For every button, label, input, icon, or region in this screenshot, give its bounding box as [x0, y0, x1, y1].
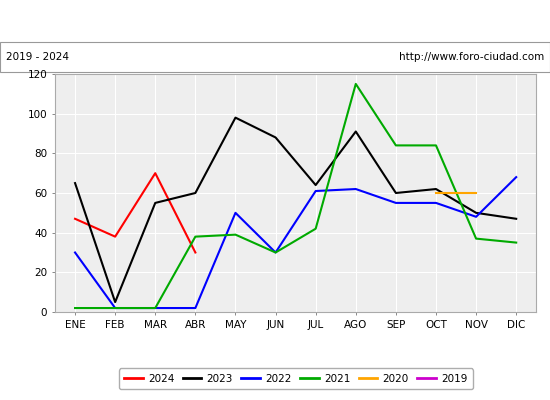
Legend: 2024, 2023, 2022, 2021, 2020, 2019: 2024, 2023, 2022, 2021, 2020, 2019: [119, 368, 472, 389]
Text: http://www.foro-ciudad.com: http://www.foro-ciudad.com: [399, 52, 544, 62]
Text: 2019 - 2024: 2019 - 2024: [6, 52, 69, 62]
Text: Evolucion Nº Turistas Extranjeros en el municipio de San Nicolás del Puerto: Evolucion Nº Turistas Extranjeros en el …: [25, 14, 525, 28]
